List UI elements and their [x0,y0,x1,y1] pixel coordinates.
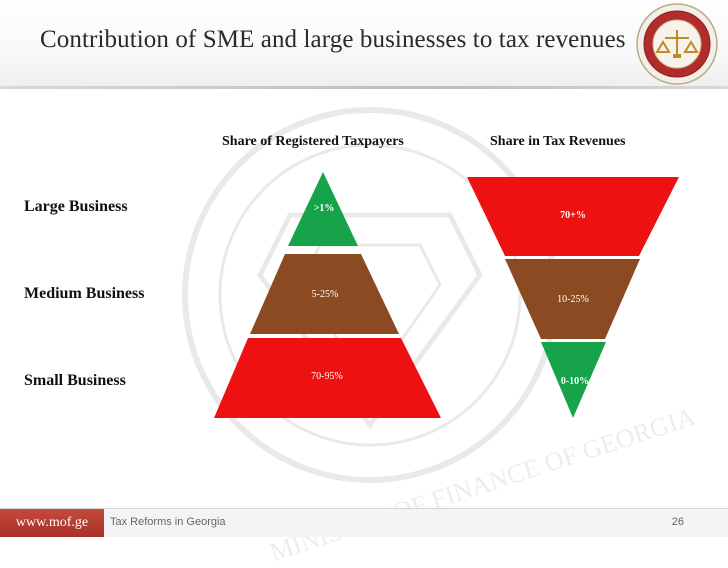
footer-text: Tax Reforms in Georgia [110,516,226,528]
pyramid-segment-medium [250,254,399,334]
page-number: 26 [671,516,684,528]
inverted-value-large: 70+% [560,210,586,221]
header-divider [0,86,728,89]
inverted-segment-large [467,177,679,256]
row-label-large: Large Business [24,198,128,215]
row-label-medium: Medium Business [24,285,145,302]
website-badge[interactable]: www.mof.ge [0,509,104,537]
footer-strip [0,509,728,537]
inverted-segment-medium [505,259,640,339]
pyramid-shapes [214,172,679,418]
pyramid-segment-large [288,172,358,246]
pyramid-value-medium: 5-25% [311,289,339,300]
pyramid-segment-small [214,338,441,418]
header-band [0,0,728,88]
inverted-value-medium: 10-25% [557,294,589,305]
footer-divider [0,508,728,509]
right-column-header: Share in Tax Revenues [490,134,626,149]
slide-title: Contribution of SME and large businesses… [40,26,626,53]
row-label-small: Small Business [24,372,126,389]
inverted-segment-small [541,342,606,418]
pyramid-value-small: 70-95% [311,371,343,382]
inverted-value-small: 0-10% [560,376,590,387]
pyramid-value-large: >1% [313,203,335,214]
left-column-header: Share of Registered Taxpayers [222,134,404,149]
